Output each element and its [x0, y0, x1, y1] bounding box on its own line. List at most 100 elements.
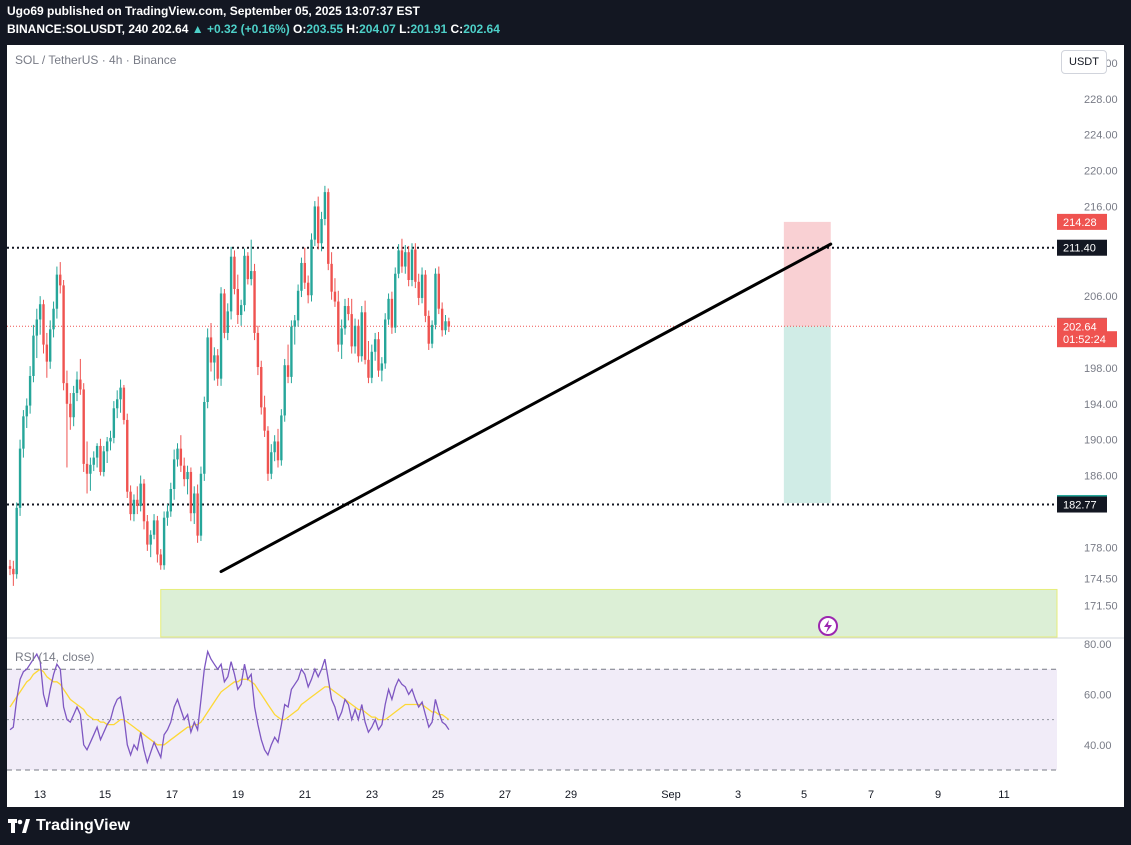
candle-body [253, 271, 256, 333]
candle-body [42, 304, 45, 345]
candle-body [280, 415, 283, 461]
demand-zone [160, 588, 1058, 638]
candle-body [263, 407, 266, 431]
candle-body [99, 445, 102, 472]
price-label-box [1057, 213, 1107, 230]
candle-body [213, 355, 216, 363]
price-label-box [1057, 496, 1107, 513]
candle-body [410, 249, 414, 281]
ascending-trendline [219, 242, 833, 574]
candle-body [152, 520, 156, 535]
y-tick-label: 190.00 [1084, 435, 1118, 447]
candle-body [447, 321, 451, 327]
candle-body [223, 293, 226, 333]
x-tick-label: 3 [735, 789, 741, 801]
x-tick-label: 23 [366, 789, 378, 801]
candle-body [310, 239, 313, 296]
candle-body [35, 319, 38, 336]
x-tick-label: 11 [998, 789, 1009, 801]
candle-body [186, 471, 189, 480]
candle-body [306, 282, 310, 296]
price-label-box [1057, 331, 1117, 348]
y-tick-label: 206.00 [1084, 291, 1118, 303]
candle-body [424, 274, 427, 316]
candle-body [199, 473, 203, 536]
close-label: C: [450, 22, 464, 36]
candle-body [333, 291, 337, 302]
candle-body [239, 305, 243, 315]
high-label: H: [346, 22, 360, 36]
candle-body [193, 493, 196, 514]
candle-body [65, 383, 69, 404]
candle-body [183, 465, 186, 480]
candle-body [397, 250, 400, 274]
candle-body [363, 312, 367, 360]
price-label: 214.28 [1063, 217, 1097, 229]
candle-body [38, 304, 42, 320]
candle-body [384, 319, 387, 364]
candle-body [360, 312, 363, 357]
footer-brand[interactable]: TradingView [8, 817, 130, 835]
candle-body [283, 365, 286, 416]
rsi-y-tick-label: 40.00 [1084, 740, 1112, 752]
candle-body [169, 489, 172, 512]
price-label: 211.40 [1063, 243, 1096, 255]
candle-body [330, 263, 333, 292]
candle-body [380, 363, 384, 371]
candle-body [203, 401, 206, 474]
open-value: 203.55 [306, 22, 344, 36]
chart-panel[interactable]: RSI (14, close)232.00228.00224.00220.002… [7, 45, 1124, 807]
candle-body [407, 252, 410, 281]
price-change: ▲ +0.32 (+0.16%) [191, 22, 290, 36]
candle-body [129, 491, 132, 515]
candle-body [236, 288, 239, 315]
candle-body [116, 399, 119, 409]
x-tick-label: 25 [432, 789, 444, 801]
candle-body [400, 250, 404, 267]
candle-body [417, 281, 420, 298]
candle-body [45, 344, 49, 362]
candle-body [22, 416, 25, 449]
candle-body [437, 273, 440, 309]
candle-body [8, 566, 12, 569]
candle-body [440, 308, 444, 331]
candle-body [427, 315, 430, 344]
candle-body [347, 306, 350, 315]
candle-body [357, 325, 360, 357]
candle-body [156, 520, 159, 555]
candle-body [122, 387, 126, 420]
candle-body [89, 464, 92, 474]
candle-body [75, 379, 79, 394]
candle-body [159, 554, 162, 566]
candle-body [136, 499, 139, 507]
candle-body [434, 273, 437, 325]
candle-body [102, 451, 105, 472]
x-tick-label: 17 [166, 789, 178, 801]
currency-button[interactable]: USDT [1061, 50, 1107, 74]
candle-body [85, 463, 89, 474]
candle-body [343, 306, 347, 329]
candle-body [179, 448, 183, 466]
x-tick-label: 19 [232, 789, 244, 801]
stop-loss-zone [783, 221, 831, 327]
candle-body [219, 293, 223, 379]
candle-body [149, 534, 152, 545]
price-label: 01:52:24 [1063, 334, 1106, 346]
y-tick-label: 198.00 [1084, 363, 1118, 375]
candle-body [226, 311, 229, 333]
candle-body [82, 389, 85, 464]
candle-body [79, 379, 82, 390]
y-tick-label: 224.00 [1084, 130, 1118, 142]
candle-body [270, 452, 273, 474]
chart-symbol-title: SOL / TetherUS · 4h · Binance [15, 53, 177, 67]
y-tick-label: 228.00 [1084, 94, 1118, 106]
y-tick-label: 178.00 [1084, 542, 1118, 554]
candle-body [256, 332, 260, 368]
chart-svg[interactable]: RSI (14, close)232.00228.00224.00220.002… [7, 45, 1124, 807]
candle-body [119, 387, 122, 400]
x-tick-label: 29 [565, 789, 577, 801]
candle-body [15, 507, 18, 575]
price-label-box [1057, 239, 1107, 256]
candle-body [266, 430, 270, 474]
open-label: O: [293, 22, 307, 36]
